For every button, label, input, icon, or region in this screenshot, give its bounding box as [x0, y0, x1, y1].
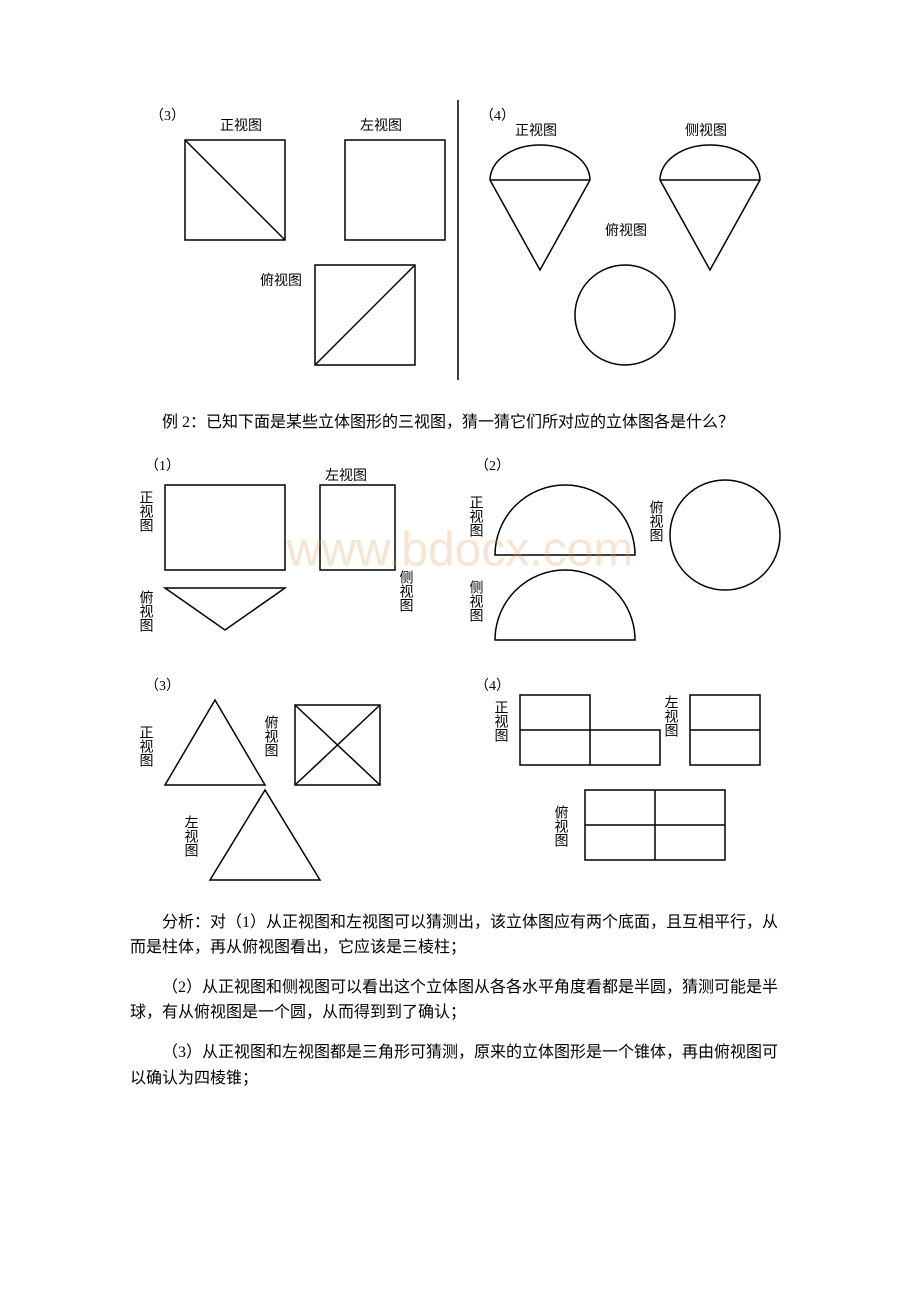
ex2-f2-side-label: 侧视图 [468, 580, 484, 622]
ex2-f2-top-shape [670, 480, 780, 590]
ex2-f2-side-shape [495, 570, 635, 640]
ex2-figure-3: （3） 正视图 俯视图 左视图 [130, 670, 460, 890]
ex2-f4-num: （4） [475, 678, 510, 694]
ex2-f3-num: （3） [145, 678, 180, 694]
ex2-f1-left-label: 左视图 [325, 468, 367, 484]
analysis-p3: （3）从正视图和左视图都是三角形可猜测，原来的立体图形是一个锥体，再由俯视图可以… [130, 1040, 790, 1091]
fig4-top-label: 俯视图 [605, 223, 647, 239]
ex2-f1-num: （1） [145, 458, 180, 474]
ex2-f1-front-label: 正视图 [138, 490, 154, 532]
ex2-f4-top-label: 俯视图 [553, 805, 569, 847]
fig3-front-label: 正视图 [220, 118, 262, 134]
ex2-f2-top-label: 俯视图 [648, 500, 664, 542]
fig3-top-diagonal [315, 265, 415, 365]
ex2-f1-top-shape [165, 588, 285, 630]
fig3-top-label: 俯视图 [260, 273, 302, 289]
ex2-f3-front-label: 正视图 [138, 725, 154, 767]
fig3-num: （3） [150, 108, 185, 124]
ex2-f4-front-label: 正视图 [493, 700, 509, 742]
fig4-num: （4） [480, 108, 515, 124]
ex2-f1-side-label: 侧视图 [398, 570, 414, 612]
ex2-f3-top-label: 俯视图 [263, 715, 279, 757]
fig4-front-shape [490, 145, 590, 270]
ex2-f3-left-label: 左视图 [183, 815, 199, 857]
fig4-front-label: 正视图 [515, 123, 557, 139]
ex2-f3-left-shape [210, 790, 320, 880]
ex2-f3-front-shape [165, 700, 265, 785]
ex2-f2-num: （2） [475, 458, 510, 474]
fig4-side-label: 侧视图 [685, 123, 727, 139]
ex2-f2-front-label: 正视图 [468, 495, 484, 537]
ex2-f4-left-label: 左视图 [663, 695, 679, 737]
fig3-front-diagonal [185, 140, 285, 240]
analysis-p1: 分析：对（1）从正视图和左视图可以猜测出，该立体图应有两个底面，且互相平行，从而… [130, 910, 790, 961]
analysis-p2: （2）从正视图和侧视图可以看出这个立体图从各各水平角度看都是半圆，猜测可能是半球… [130, 975, 790, 1026]
ex2-f2-front-shape [495, 485, 635, 555]
top-figure-4: （4） 正视图 侧视图 俯视图 [460, 100, 790, 390]
top-figure-row: （3） 正视图 左视图 俯视图 （4） 正视图 侧视图 [130, 100, 790, 390]
fig3-left-shape [345, 140, 445, 240]
example2-title: 例 2：已知下面是某些立体图形的三视图，猜一猜它们所对应的立体图各是什么？ [130, 410, 790, 436]
top-figure-3: （3） 正视图 左视图 俯视图 [130, 100, 460, 390]
ex2-f1-left-shape [320, 485, 395, 570]
ex2-figure-1: （1） 正视图 左视图 俯视图 侧视图 [130, 450, 460, 650]
ex2-figure-4: （4） 正视图 左视图 俯视图 [460, 670, 790, 890]
ex2-f1-top-label: 俯视图 [138, 590, 154, 632]
ex2-f1-front-shape [165, 485, 285, 570]
fig4-side-shape [660, 145, 760, 270]
ex2-row2: （3） 正视图 俯视图 左视图 （4） 正视图 左视图 [130, 670, 790, 890]
fig3-left-label: 左视图 [360, 118, 402, 134]
ex2-row1: （1） 正视图 左视图 俯视图 侧视图 （2） 正视图 俯视图 侧视图 www.… [130, 450, 790, 650]
fig4-top-shape [575, 265, 675, 365]
ex2-figure-2: （2） 正视图 俯视图 侧视图 [460, 450, 790, 650]
